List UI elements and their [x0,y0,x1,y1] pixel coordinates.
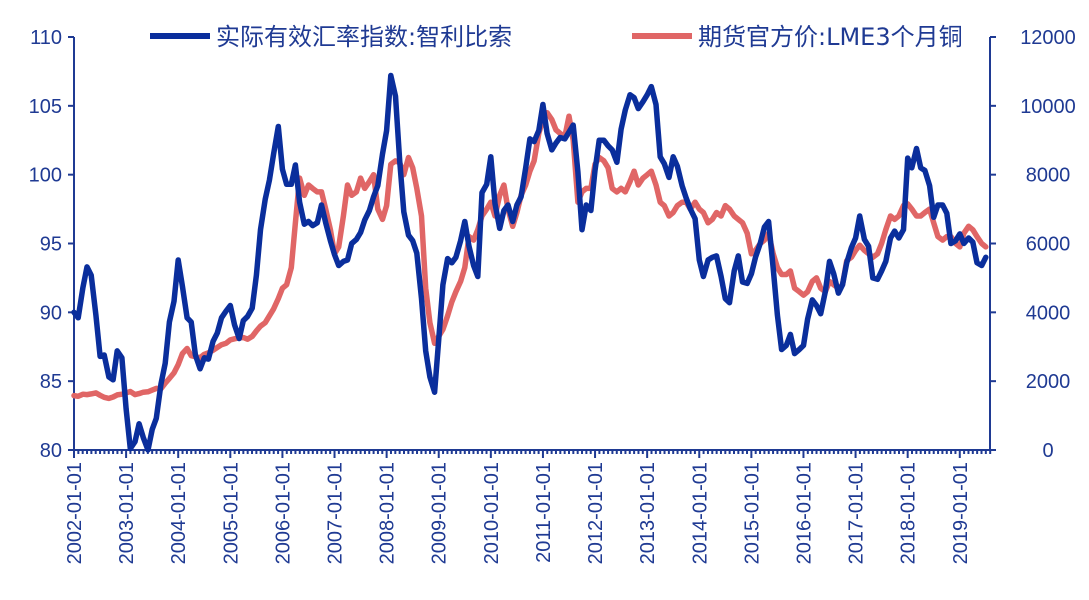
y-right-tick-label: 4000 [1026,302,1071,324]
x-tick-label: 2007-01-01 [325,462,347,564]
x-tick-label: 2014-01-01 [689,462,711,564]
axes: 80 85 90 95 100 105 110 0 2000 4000 6000 8000 10000 1… [29,27,1076,564]
x-tick-label: 2012-01-01 [585,462,607,564]
x-tick-label: 2015-01-01 [741,462,763,564]
x-tick-label: 2002-01-01 [64,462,86,564]
legend-label-series-1: 实际有效汇率指数:智利比索 [216,23,512,51]
x-tick-label: 2006-01-01 [272,462,294,564]
plot-area [71,72,989,453]
y-left-tick-label: 110 [30,27,62,49]
x-tick-label: 2003-01-01 [116,462,138,564]
x-tick-label: 2008-01-01 [377,462,399,564]
y-left-tick-label: 90 [40,302,62,324]
legend: 实际有效汇率指数:智利比索 期货官方价:LME3个月铜 [150,23,963,51]
x-tick-label: 2009-01-01 [429,462,451,564]
x-tick-label: 2011-01-01 [533,462,555,563]
series-line-reer-clp [71,72,989,453]
y-right-tick-label: 0 [1042,440,1053,462]
y-right-tick-label: 12000 [1020,27,1076,49]
x-tick-label: 2019-01-01 [950,462,972,564]
x-tick-label: 2017-01-01 [846,462,868,564]
y-right-tick-label: 8000 [1026,165,1071,187]
legend-label-series-2: 期货官方价:LME3个月铜 [698,23,963,51]
y-left-tick-label: 100 [29,165,62,187]
x-tick-label: 2010-01-01 [481,462,503,564]
y-right-tick-label: 10000 [1020,96,1076,118]
x-tick-label: 2005-01-01 [220,462,242,564]
y-left-tick-label: 105 [29,96,62,118]
y-left-tick-label: 85 [40,371,62,393]
y-right-tick-label: 6000 [1026,234,1071,256]
y-right-tick-label: 2000 [1026,371,1071,393]
y-left-tick-label: 95 [40,234,62,256]
y-left-tick-label: 80 [40,440,62,462]
x-tick-label: 2018-01-01 [898,462,920,564]
x-tick-label: 2013-01-01 [637,462,659,564]
x-tick-label: 2016-01-01 [793,462,815,564]
x-tick-label: 2004-01-01 [168,462,190,564]
